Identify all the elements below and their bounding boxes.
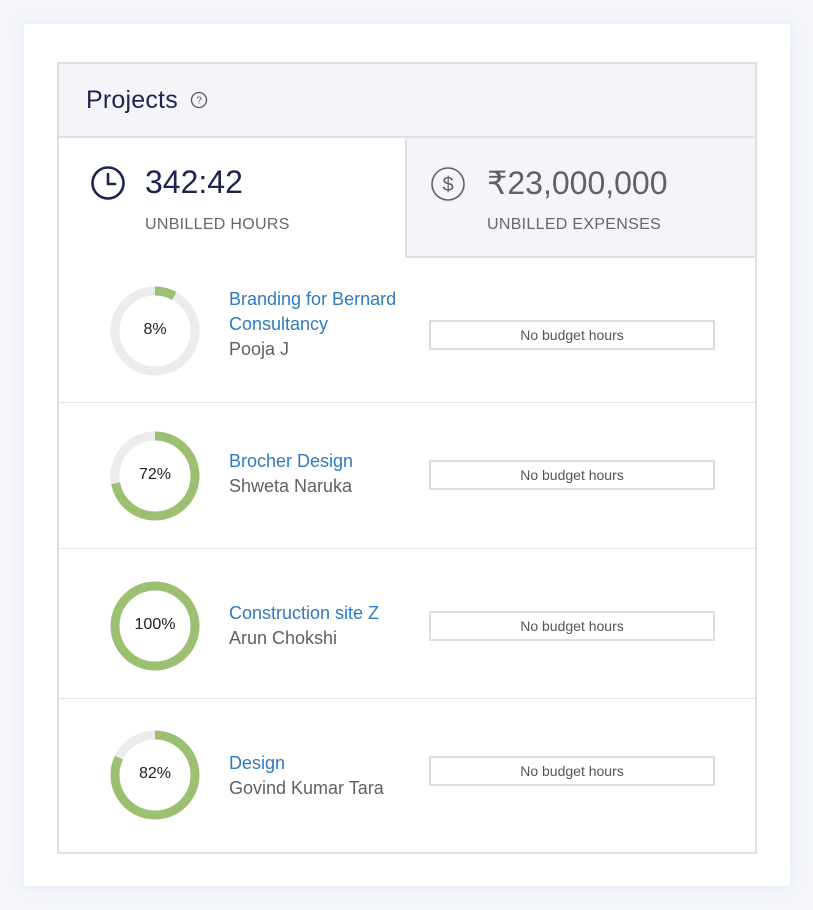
progress-donut xyxy=(110,431,200,521)
unbilled-hours-label: UNBILLED HOURS xyxy=(145,216,290,233)
panel-title: Projects xyxy=(86,85,178,114)
project-name-link[interactable]: Consultancy xyxy=(229,314,329,334)
projects-panel: Projects ? 342:42 UNBILLED HOURS $ ₹23,0… xyxy=(57,62,757,854)
progress-percent: 72% xyxy=(138,466,172,483)
dollar-circle-icon: $ xyxy=(430,166,466,202)
svg-text:?: ? xyxy=(196,96,202,107)
progress-percent: 100% xyxy=(134,616,176,633)
project-owner: Arun Chokshi xyxy=(229,628,338,648)
unbilled-hours-tab[interactable]: 342:42 UNBILLED HOURS xyxy=(59,138,407,258)
unbilled-hours-value: 342:42 xyxy=(145,164,243,200)
project-owner: Pooja J xyxy=(229,339,290,359)
panel-header: Projects ? xyxy=(59,64,755,138)
project-name-link[interactable]: Design xyxy=(229,753,286,773)
progress-donut xyxy=(110,581,200,671)
project-name-link[interactable]: Branding for Bernard xyxy=(229,289,397,309)
progress-donut xyxy=(110,286,200,376)
progress-percent: 8% xyxy=(143,321,167,338)
project-row: 82% Design Govind Kumar Tara No budget h… xyxy=(59,699,755,854)
clock-icon xyxy=(90,165,126,201)
svg-text:$: $ xyxy=(442,174,453,196)
project-name-link[interactable]: Construction site Z xyxy=(229,603,380,623)
progress-donut xyxy=(110,730,200,820)
project-row: 72% Brocher Design Shweta Naruka No budg… xyxy=(59,403,755,549)
project-row: 100% Construction site Z Arun Chokshi No… xyxy=(59,549,755,699)
budget-hours-box: No budget hours xyxy=(429,460,715,490)
progress-percent: 82% xyxy=(138,765,172,782)
help-circle-icon[interactable]: ? xyxy=(190,91,208,109)
unbilled-expenses-value: ₹23,000,000 xyxy=(487,165,668,201)
budget-hours-box: No budget hours xyxy=(429,611,715,641)
project-row: 8% Branding for Bernard Consultancy Pooj… xyxy=(59,258,755,403)
unbilled-expenses-label: UNBILLED EXPENSES xyxy=(487,216,662,233)
budget-hours-box: No budget hours xyxy=(429,756,715,786)
project-name-link[interactable]: Brocher Design xyxy=(229,451,354,471)
unbilled-expenses-tab[interactable]: $ ₹23,000,000 UNBILLED EXPENSES xyxy=(407,138,755,258)
project-owner: Govind Kumar Tara xyxy=(229,778,384,798)
budget-hours-box: No budget hours xyxy=(429,320,715,350)
project-owner: Shweta Naruka xyxy=(229,476,353,496)
